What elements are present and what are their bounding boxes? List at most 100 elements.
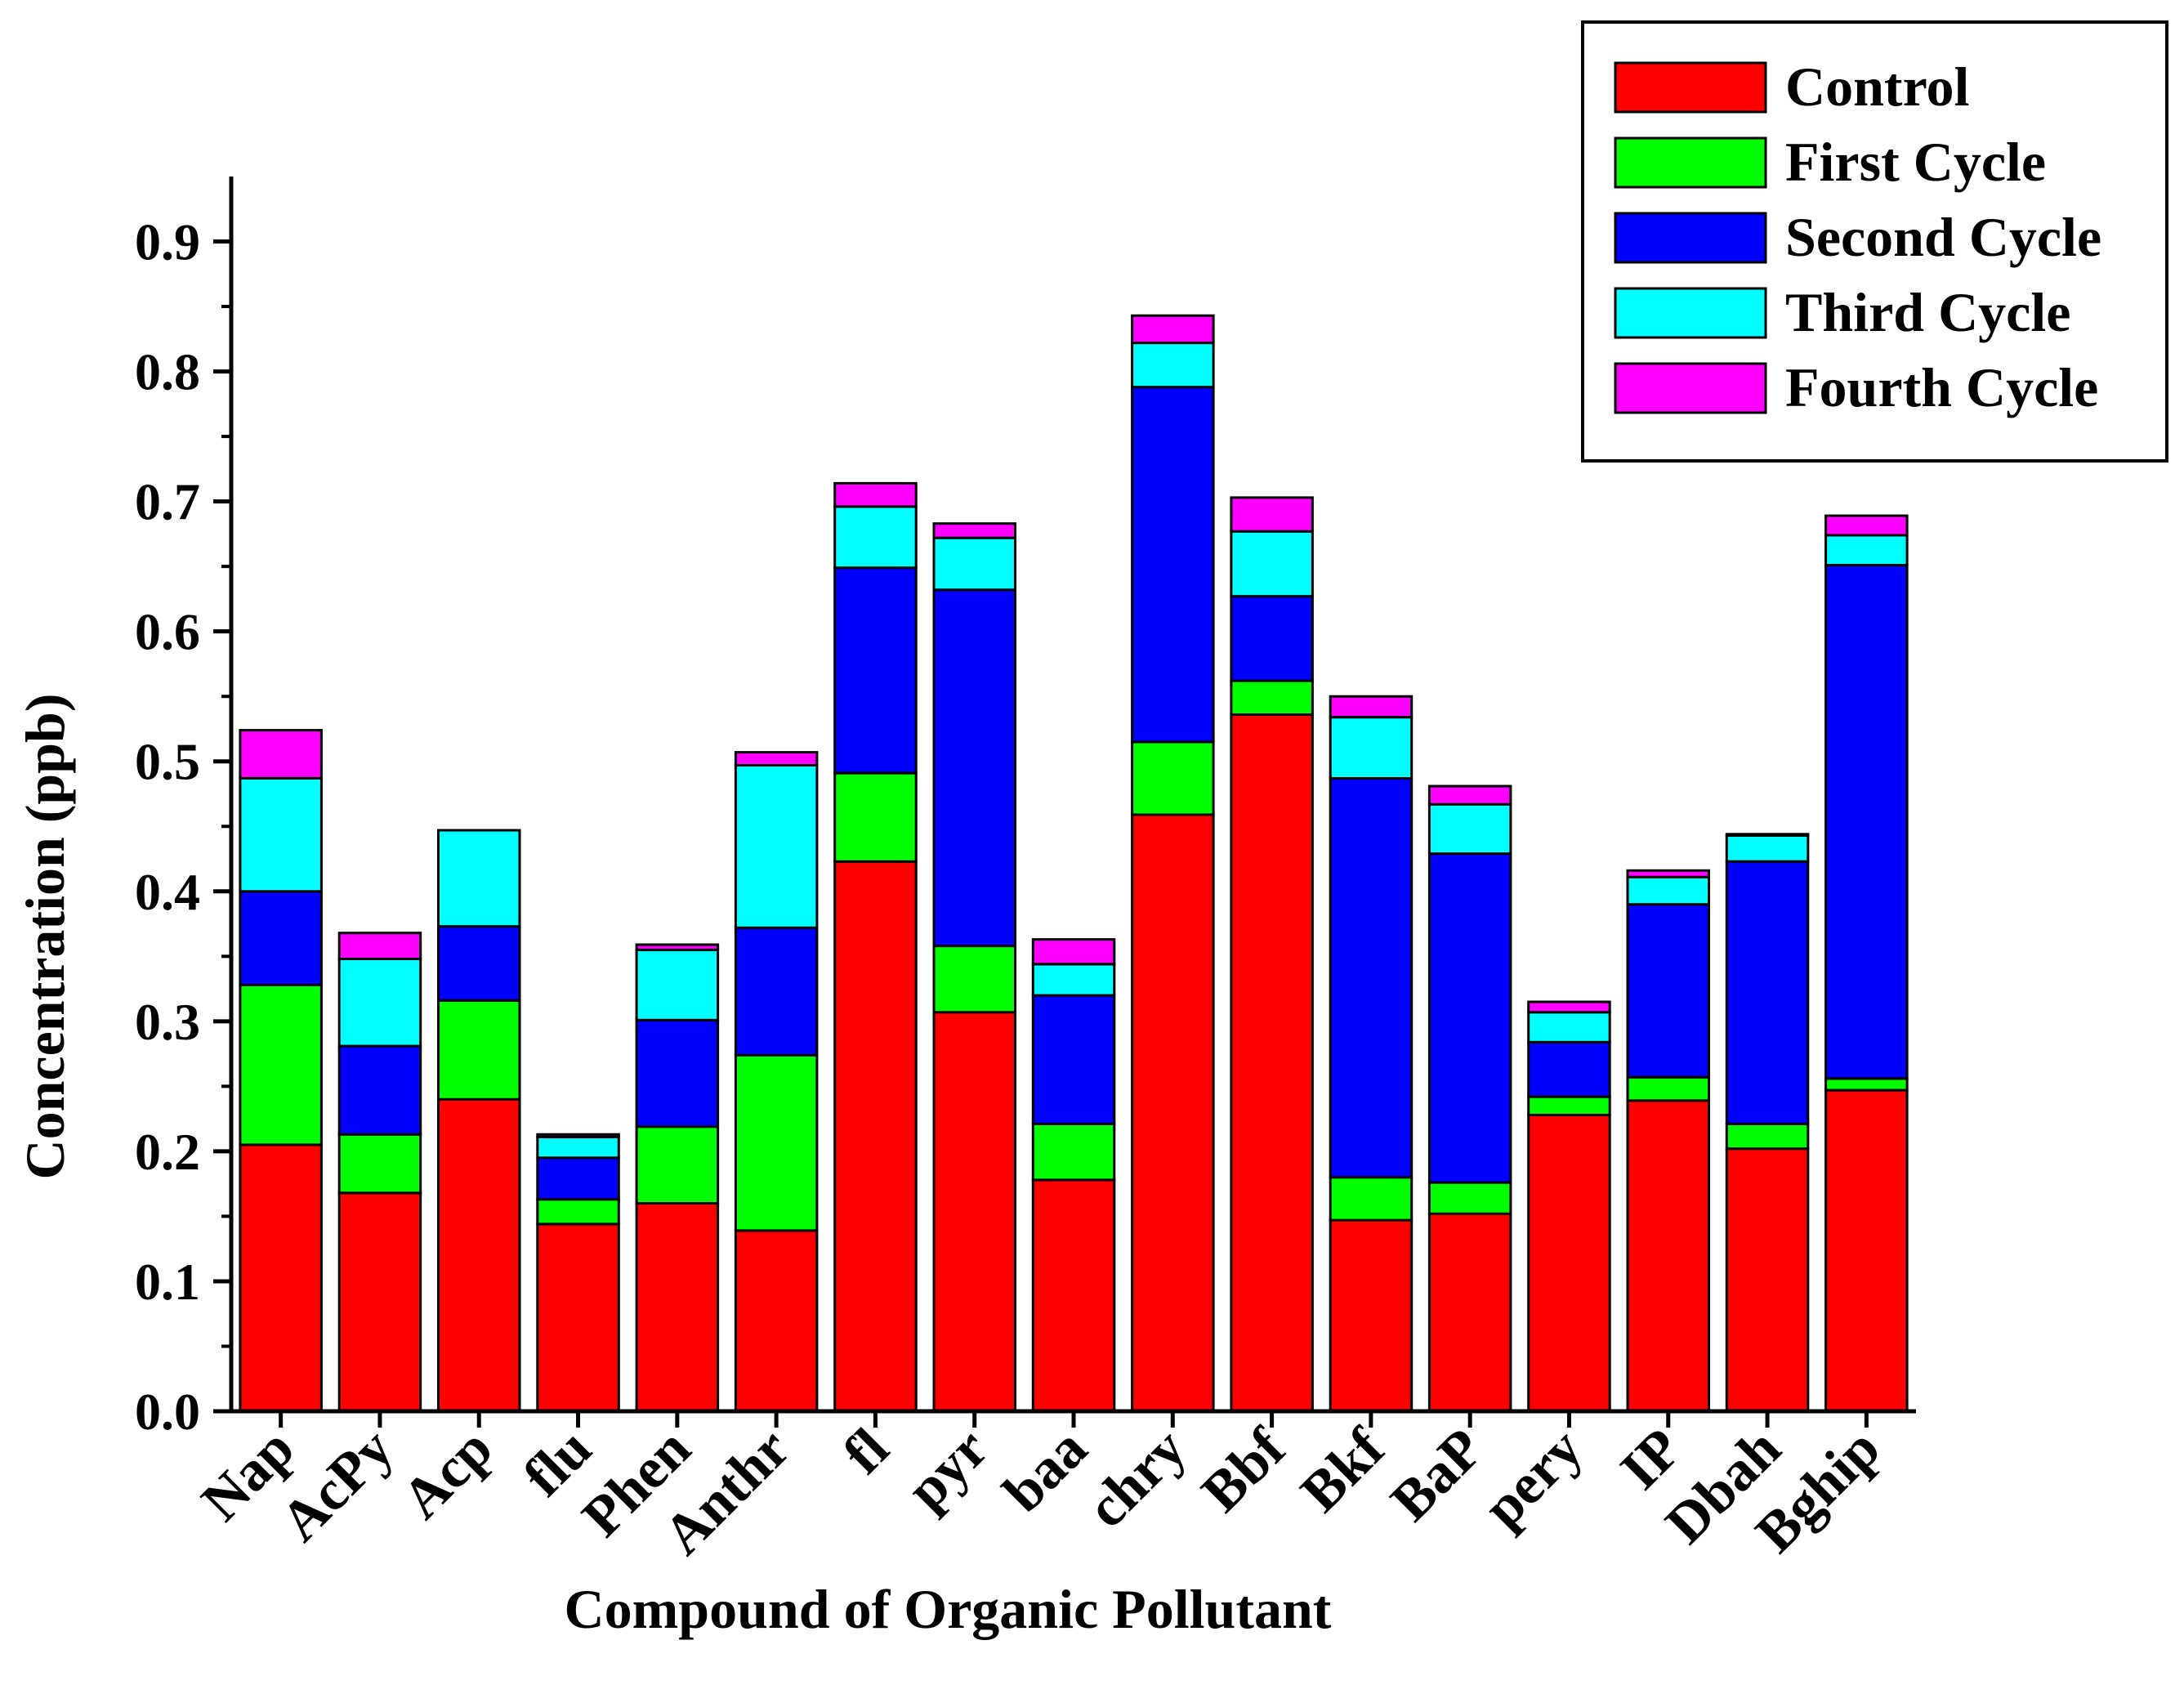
bar-Bkf-control: [1329, 1218, 1414, 1413]
bar-pyr-second-cycle: [932, 588, 1016, 948]
bar-chry-second-cycle: [1131, 386, 1215, 744]
bar-Bbf-third-cycle: [1230, 530, 1314, 598]
y-tick-label: 0.4: [135, 863, 200, 921]
bar-Nap-fourth-cycle: [239, 729, 323, 780]
x-tick-label-BaP: BaP: [1379, 1417, 1495, 1533]
bar-Anthr-control: [734, 1229, 819, 1413]
bar-fl-control: [833, 860, 918, 1413]
bar-Dbah-second-cycle: [1725, 860, 1810, 1125]
bar-chry-fourth-cycle: [1131, 314, 1215, 345]
legend-items: Control First Cycle Second Cycle Third Cycl…: [1614, 56, 2101, 418]
bar-flu-first-cycle: [536, 1198, 620, 1226]
bar-Bghip-first-cycle: [1824, 1077, 1909, 1092]
x-tick-label-pyr: pyr: [895, 1417, 1000, 1522]
bar-pery-first-cycle: [1527, 1095, 1611, 1116]
bar-Bghip-control: [1824, 1088, 1909, 1413]
bar-chry-third-cycle: [1131, 342, 1215, 389]
bar-Dbah-fourth-cycle: [1725, 833, 1810, 837]
bar-pery-second-cycle: [1527, 1040, 1611, 1098]
legend-swatch-control: [1614, 61, 1767, 114]
bar-Phen-control: [635, 1202, 720, 1413]
bar-pyr-third-cycle: [932, 536, 1016, 592]
bar-flu-second-cycle: [536, 1156, 620, 1201]
bar-Acp-second-cycle: [437, 925, 521, 1002]
bar-Bkf-first-cycle: [1329, 1176, 1414, 1222]
bar-Nap-second-cycle: [239, 890, 323, 986]
axes-layer: [213, 177, 1916, 1428]
bar-IP-first-cycle: [1626, 1075, 1710, 1102]
bar-Phen-first-cycle: [635, 1125, 720, 1205]
bar-Bbf-fourth-cycle: [1230, 496, 1314, 533]
bar-pery-fourth-cycle: [1527, 1000, 1611, 1014]
bar-Anthr-second-cycle: [734, 926, 819, 1057]
bar-Anthr-fourth-cycle: [734, 751, 819, 767]
legend-label: Third Cycle: [1785, 281, 2070, 343]
bar-flu-control: [536, 1222, 620, 1413]
bar-Acp-first-cycle: [437, 999, 521, 1101]
bar-Acp-third-cycle: [437, 829, 521, 928]
bar-fl-third-cycle: [833, 505, 918, 570]
legend-label: Fourth Cycle: [1785, 356, 2098, 418]
bar-baa-control: [1031, 1178, 1116, 1413]
x-axis-title: Compound of Organic Pollutant: [565, 1578, 1332, 1640]
bar-Bkf-second-cycle: [1329, 776, 1414, 1179]
legend-label: Second Cycle: [1785, 206, 2101, 268]
legend-swatch-first-cycle: [1614, 136, 1767, 189]
bar-chry-control: [1131, 813, 1215, 1413]
bar-AcPy-first-cycle: [337, 1133, 422, 1195]
bar-baa-fourth-cycle: [1031, 938, 1116, 966]
bar-fl-second-cycle: [833, 566, 918, 775]
bar-Bghip-fourth-cycle: [1824, 514, 1909, 537]
bar-Bkf-fourth-cycle: [1329, 695, 1414, 719]
x-tick-label-AcPy: AcPy: [269, 1417, 405, 1553]
legend-label: First Cycle: [1785, 131, 2046, 193]
bar-pery-control: [1527, 1113, 1611, 1413]
bar-Phen-second-cycle: [635, 1018, 720, 1129]
bar-Phen-third-cycle: [635, 948, 720, 1021]
bar-pyr-control: [932, 1011, 1016, 1413]
bar-BaP-control: [1427, 1212, 1512, 1413]
y-tick-label: 0.7: [135, 473, 200, 531]
x-tick-label-fl: fl: [832, 1417, 901, 1486]
bar-Bbf-control: [1230, 713, 1314, 1413]
bar-Anthr-third-cycle: [734, 764, 819, 929]
bar-Bbf-first-cycle: [1230, 679, 1314, 716]
bar-pyr-first-cycle: [932, 945, 1016, 1014]
y-tick-label: 0.8: [135, 343, 200, 401]
bar-IP-control: [1626, 1099, 1710, 1413]
bar-pyr-fourth-cycle: [932, 522, 1016, 539]
bar-AcPy-control: [337, 1191, 422, 1413]
legend-swatch-third-cycle: [1614, 287, 1767, 339]
bar-Dbah-control: [1725, 1147, 1810, 1413]
bar-BaP-third-cycle: [1427, 802, 1512, 856]
bar-Bbf-second-cycle: [1230, 595, 1314, 682]
bar-fl-first-cycle: [833, 771, 918, 863]
bar-Nap-first-cycle: [239, 983, 323, 1146]
bar-IP-fourth-cycle: [1626, 869, 1710, 878]
bar-baa-first-cycle: [1031, 1123, 1116, 1182]
y-tick-label: 0.3: [135, 993, 200, 1051]
bar-BaP-fourth-cycle: [1427, 784, 1512, 806]
bar-AcPy-fourth-cycle: [337, 932, 422, 960]
bar-Bghip-second-cycle: [1824, 564, 1909, 1080]
bar-BaP-second-cycle: [1427, 852, 1512, 1184]
bar-BaP-first-cycle: [1427, 1181, 1512, 1215]
x-tick-label-chry: chry: [1075, 1417, 1199, 1540]
bar-AcPy-third-cycle: [337, 958, 422, 1048]
bar-Bghip-third-cycle: [1824, 534, 1909, 567]
bar-baa-second-cycle: [1031, 994, 1116, 1125]
bar-Bkf-third-cycle: [1329, 716, 1414, 780]
bar-Dbah-first-cycle: [1725, 1123, 1810, 1151]
y-tick-label: 0.1: [135, 1253, 200, 1311]
bar-Dbah-third-cycle: [1725, 834, 1810, 863]
bar-Nap-third-cycle: [239, 776, 323, 893]
x-tick-label-Acp: Acp: [391, 1417, 505, 1531]
y-tick-label: 0.5: [135, 733, 200, 791]
y-tick-label: 0.0: [135, 1383, 200, 1441]
x-tick-label-pery: pery: [1472, 1417, 1595, 1540]
y-axis-title: Concentration (ppb): [14, 693, 76, 1179]
bar-IP-third-cycle: [1626, 875, 1710, 906]
y-tick-label: 0.6: [135, 603, 200, 661]
